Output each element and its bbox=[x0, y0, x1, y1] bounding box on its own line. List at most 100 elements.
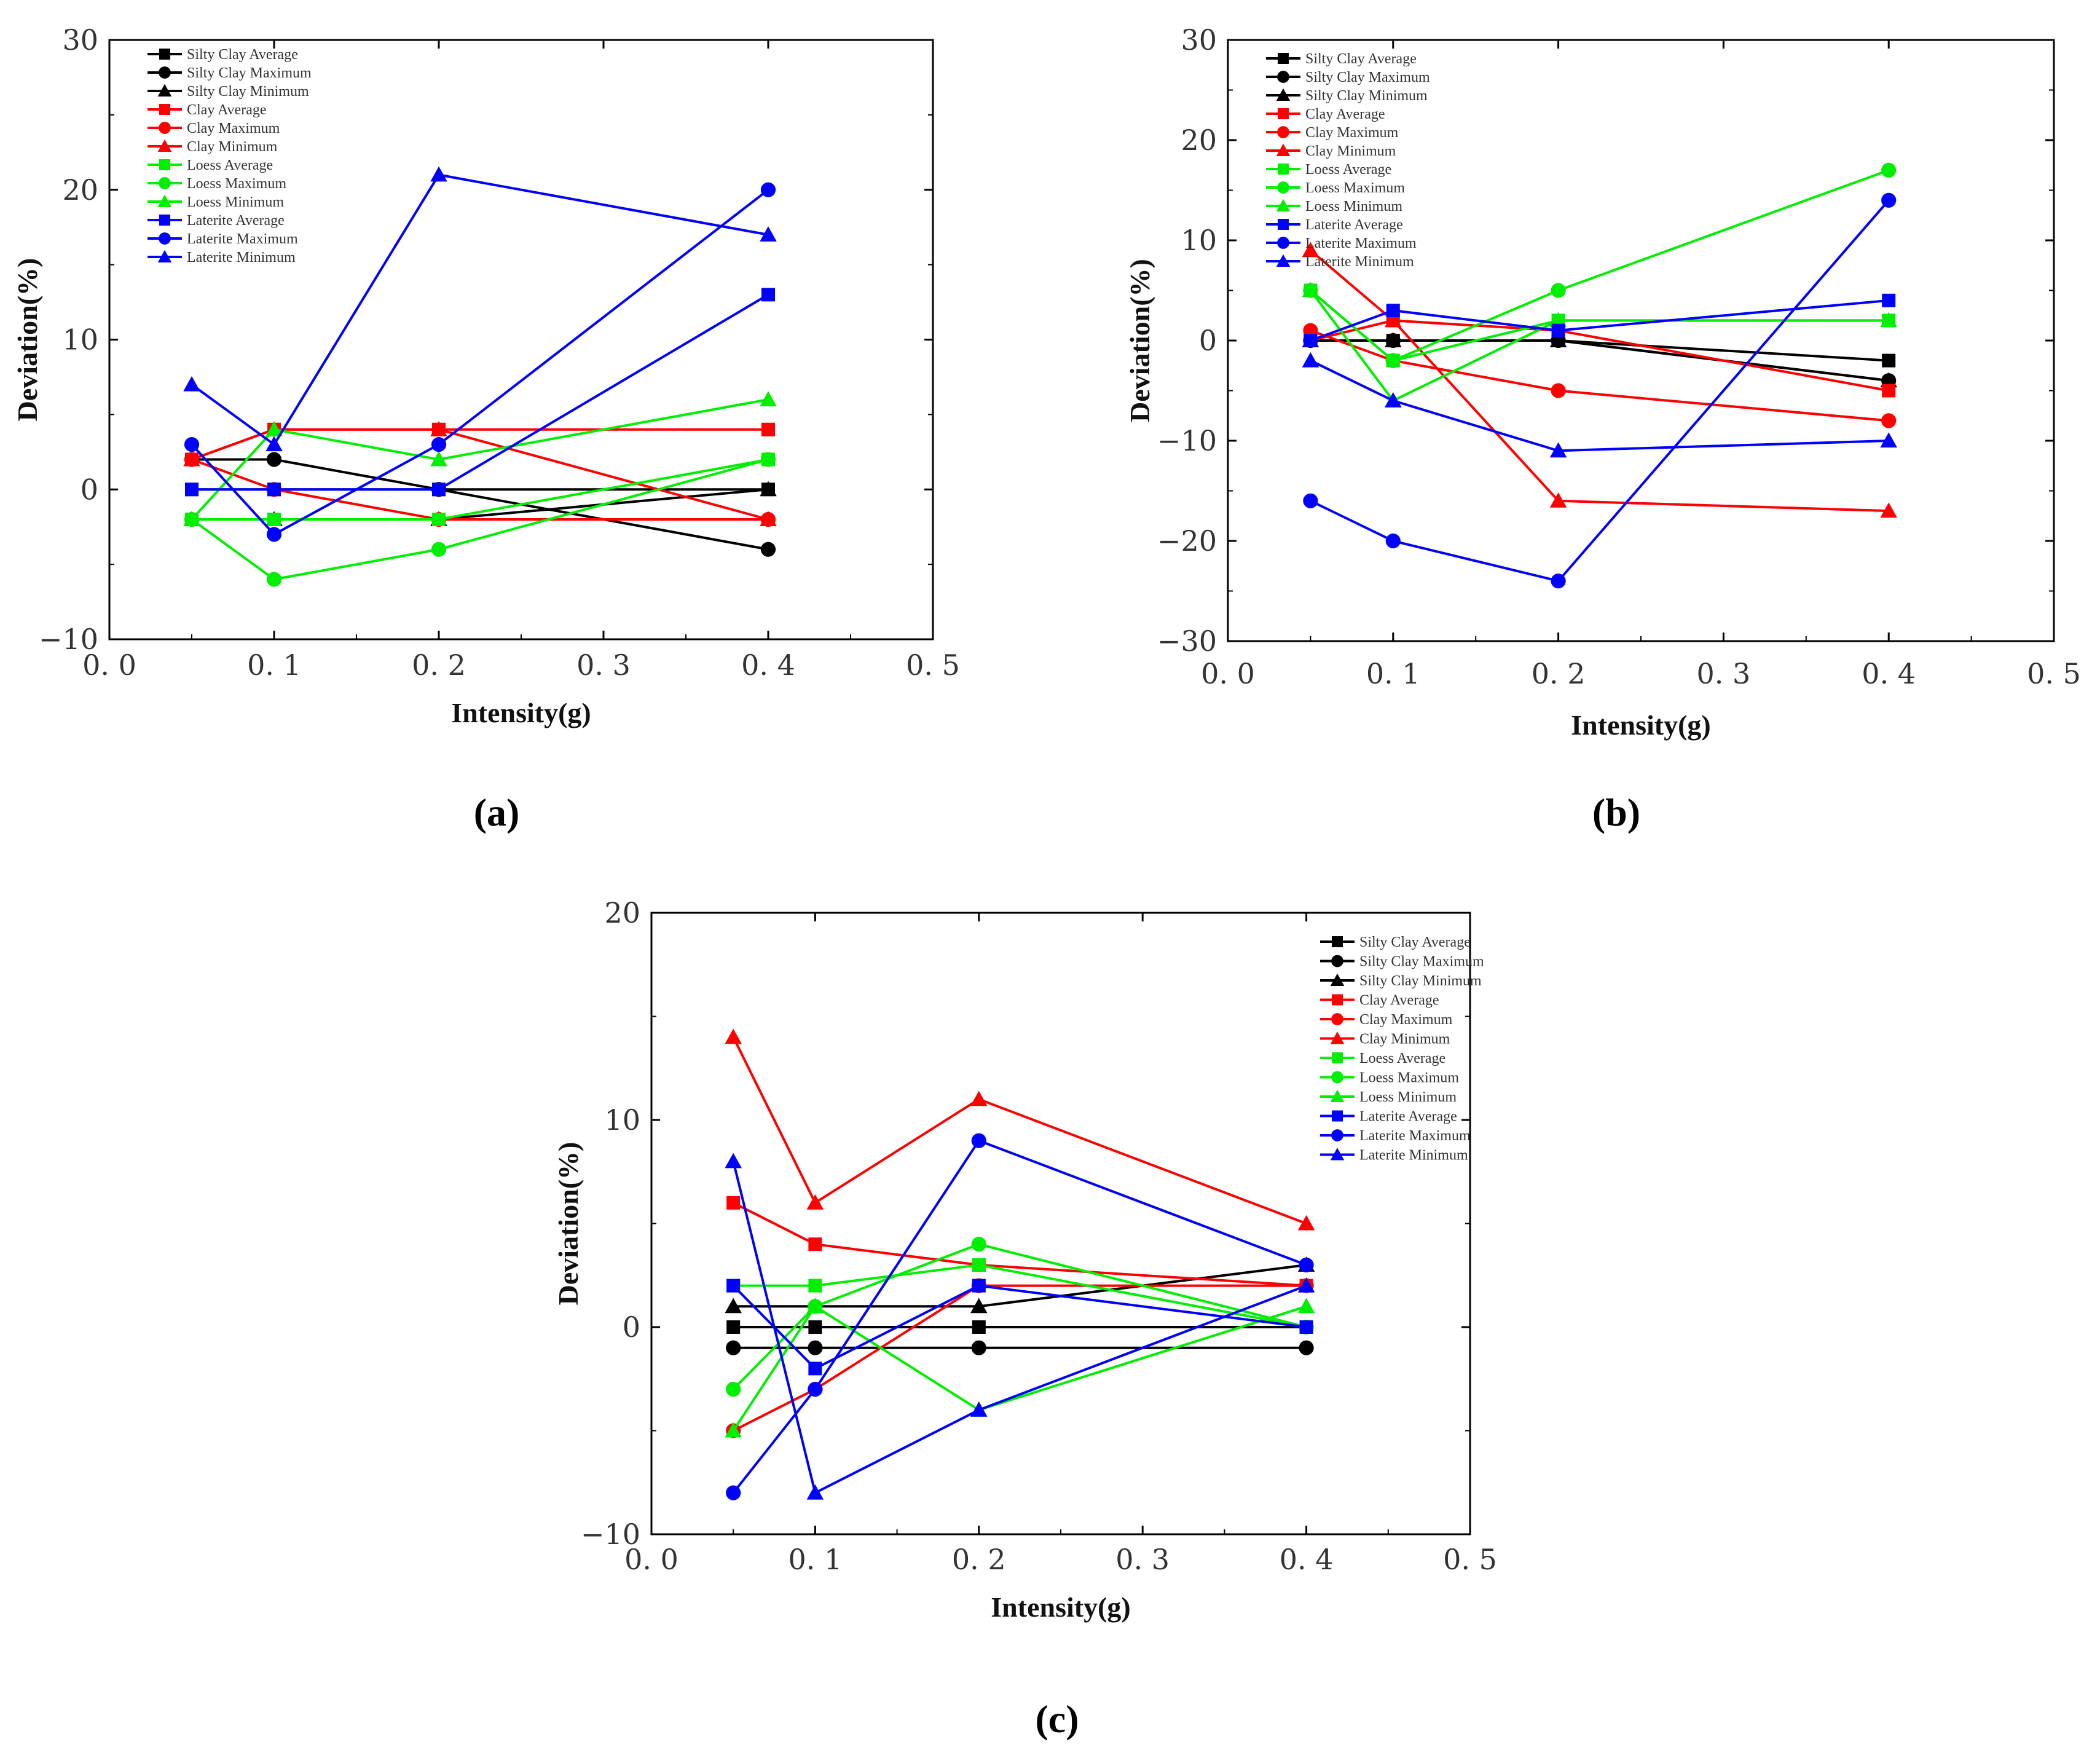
legend-marker bbox=[1332, 1052, 1343, 1063]
caption-c: (c) bbox=[1035, 1697, 1079, 1741]
data-point-loess-minimum bbox=[183, 511, 200, 526]
legend-label: Loess Maximum bbox=[1305, 180, 1405, 196]
series-line-laterite-maximum bbox=[191, 189, 769, 536]
x-tick-label: 0. 0 bbox=[1201, 657, 1255, 690]
data-point-loess-maximum bbox=[1881, 162, 1897, 178]
x-tick-label: 0. 3 bbox=[1115, 1543, 1170, 1576]
y-tick-label: 10 bbox=[62, 323, 98, 357]
legend-label: Loess Maximum bbox=[1359, 1070, 1459, 1086]
data-point-silty-clay-minimum bbox=[1385, 332, 1402, 347]
data-point-laterite-average bbox=[1882, 293, 1896, 307]
series-line-laterite-minimum bbox=[732, 1161, 1307, 1495]
data-point-loess-minimum bbox=[1549, 312, 1567, 328]
series-line-laterite-average bbox=[1310, 299, 1889, 342]
legend-label: Laterite Minimum bbox=[1359, 1148, 1468, 1164]
legend-marker bbox=[1278, 53, 1289, 64]
data-point-laterite-maximum bbox=[808, 1382, 823, 1397]
legend-marker bbox=[157, 84, 172, 97]
data-point-clay-maximum bbox=[1881, 413, 1897, 428]
data-point-laterite-minimum bbox=[183, 376, 200, 392]
series-line-loess-minimum bbox=[1309, 290, 1889, 403]
data-point-silty-clay-average bbox=[972, 1320, 986, 1334]
data-point-clay-minimum bbox=[725, 1028, 742, 1044]
data-point-laterite-minimum bbox=[806, 1484, 824, 1500]
series-line-clay-minimum bbox=[191, 428, 769, 521]
data-point-loess-minimum bbox=[265, 421, 283, 436]
legend-marker bbox=[1276, 254, 1291, 267]
series-line-laterite-minimum bbox=[1310, 359, 1889, 452]
legend-marker bbox=[159, 104, 170, 115]
legend-label: Laterite Maximum bbox=[187, 231, 298, 247]
chart-a-svg: 0. 0 0. 1 0. 2 0. 3 0. 4 0. 5 −10 0 10 20 30 Intens… bbox=[12, 23, 960, 728]
legend-label: Silty Clay Average bbox=[1359, 934, 1471, 950]
legend-marker bbox=[159, 49, 170, 60]
legend-marker bbox=[1330, 1031, 1345, 1044]
x-tick-label: 0. 1 bbox=[788, 1543, 843, 1576]
legend-label: Loess Minimum bbox=[1359, 1089, 1457, 1105]
y-axis-title: Deviation(%) bbox=[1124, 259, 1155, 422]
legend-marker bbox=[1331, 1071, 1343, 1084]
series-line-loess-maximum bbox=[191, 458, 769, 581]
data-point-loess-average bbox=[972, 1258, 986, 1272]
legend-label: Loess Average bbox=[187, 157, 273, 173]
data-point-loess-maximum bbox=[971, 1237, 986, 1252]
x-tick-label: 0. 4 bbox=[741, 648, 795, 682]
legend-label: Loess Minimum bbox=[187, 194, 284, 210]
data-point-clay-minimum bbox=[1385, 312, 1402, 328]
series-line-laterite-maximum bbox=[1310, 199, 1890, 583]
data-point-laterite-maximum bbox=[266, 527, 282, 542]
data-point-loess-minimum bbox=[430, 451, 447, 467]
legend-marker bbox=[159, 159, 170, 170]
series-line-loess-minimum bbox=[732, 1304, 1307, 1432]
legend-label: Laterite Maximum bbox=[1305, 235, 1417, 251]
legend-label: Loess Maximum bbox=[187, 176, 286, 192]
legend-marker bbox=[1277, 181, 1289, 194]
data-point-laterite-average bbox=[1304, 334, 1318, 347]
data-point-laterite-maximum bbox=[971, 1133, 986, 1148]
x-axis-title: Intensity(g) bbox=[451, 697, 591, 728]
data-point-clay-minimum bbox=[1302, 242, 1319, 258]
data-point-laterite-maximum bbox=[1551, 574, 1566, 589]
x-axis-ticks: 0. 0 0. 1 0. 2 0. 3 0. 4 0. 5 bbox=[82, 40, 960, 682]
legend-label: Silty Clay Minimum bbox=[1305, 88, 1428, 104]
x-axis-ticks: 0. 0 0. 1 0. 2 0. 3 0. 4 0. 5 bbox=[624, 913, 1497, 1576]
data-point-loess-maximum bbox=[1385, 353, 1401, 368]
y-axis-ticks: −10 0 10 20 30 bbox=[39, 23, 933, 656]
legend-marker bbox=[157, 139, 172, 152]
data-point-loess-minimum bbox=[806, 1298, 824, 1314]
legend-label: Loess Average bbox=[1359, 1050, 1445, 1066]
legend-label: Silty Clay Minimum bbox=[1359, 973, 1482, 989]
data-point-laterite-maximum bbox=[184, 437, 200, 452]
y-tick-label: −30 bbox=[1157, 625, 1217, 658]
legend-marker bbox=[1332, 936, 1343, 947]
y-tick-label: 0 bbox=[623, 1311, 640, 1344]
data-point-clay-minimum bbox=[970, 1090, 988, 1106]
series-group bbox=[725, 1028, 1315, 1500]
series-line-loess-average bbox=[192, 458, 769, 521]
data-point-clay-maximum bbox=[1551, 383, 1566, 398]
data-point-laterite-average bbox=[808, 1362, 822, 1376]
legend-label: Silty Clay Average bbox=[187, 47, 298, 63]
data-point-silty-clay-minimum bbox=[970, 1298, 988, 1314]
legend-label: Clay Minimum bbox=[1305, 143, 1396, 159]
y-axis-ticks: −30 −20 −10 0 10 20 30 bbox=[1157, 23, 2054, 658]
y-tick-label: 20 bbox=[1181, 124, 1217, 157]
data-point-laterite-average bbox=[726, 1279, 741, 1293]
data-point-laterite-maximum bbox=[431, 437, 447, 452]
data-point-loess-minimum bbox=[725, 1422, 742, 1438]
x-tick-label: 0. 0 bbox=[82, 648, 136, 682]
legend-label: Silty Clay Average bbox=[1305, 51, 1417, 67]
data-point-laterite-average bbox=[185, 483, 199, 497]
legend: Silty Clay Average Silty Clay Maximum Silt… bbox=[1320, 934, 1484, 1164]
series-line-clay-average bbox=[733, 1202, 1307, 1287]
x-tick-label: 0. 5 bbox=[2027, 657, 2081, 690]
series-line-laterite-minimum bbox=[191, 173, 769, 447]
x-tick-label: 0. 4 bbox=[1280, 1543, 1334, 1576]
data-point-loess-average bbox=[267, 513, 281, 526]
legend-label: Clay Maximum bbox=[1359, 1012, 1453, 1028]
legend-marker bbox=[1278, 164, 1289, 175]
y-tick-label: 20 bbox=[62, 173, 98, 207]
data-point-laterite-minimum bbox=[430, 166, 447, 182]
y-tick-label: −10 bbox=[39, 623, 98, 656]
data-point-silty-clay-average bbox=[726, 1320, 741, 1334]
